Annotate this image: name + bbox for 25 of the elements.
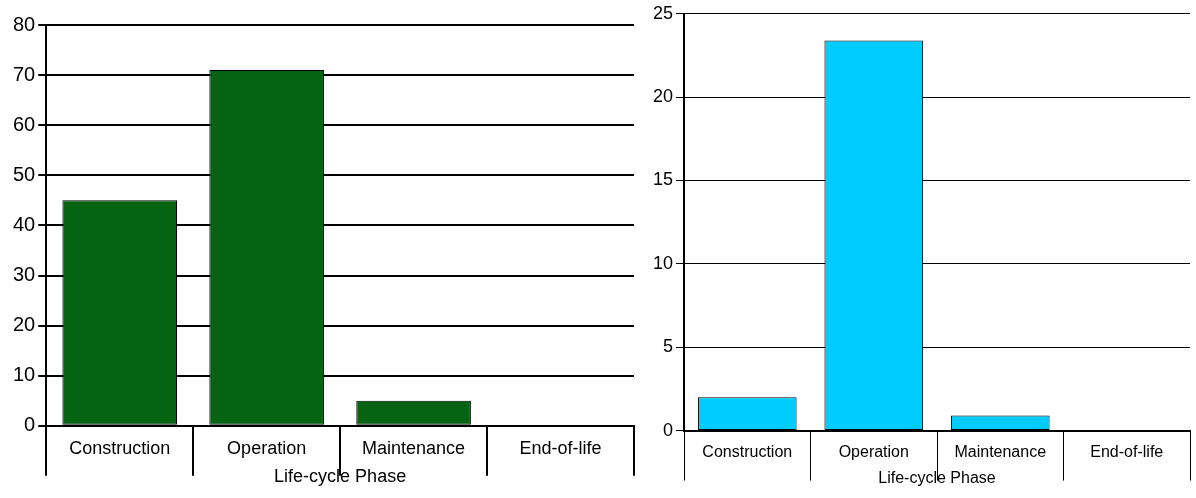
y-tick-label: 0 xyxy=(24,413,36,436)
x-tick-label: Construction xyxy=(702,442,793,460)
y-tick-label: 60 xyxy=(13,112,36,135)
y-tick-label: 50 xyxy=(13,162,36,185)
x-tick-label: Maintenance xyxy=(954,442,1047,460)
y-tick-label: 10 xyxy=(652,252,674,273)
y-tick-label: 40 xyxy=(13,212,36,235)
y-tick-label: 80 xyxy=(13,12,36,35)
x-axis-title: Life-cycle Phase xyxy=(878,468,996,486)
y-tick-label: 5 xyxy=(663,336,674,357)
y-tick-label: 20 xyxy=(652,86,674,107)
x-tick-label: End-of-life xyxy=(1090,442,1164,460)
y-tick-label: 25 xyxy=(652,2,674,23)
x-tick-label: Construction xyxy=(69,437,171,458)
y-tick-label: 30 xyxy=(13,263,36,286)
y-tick-label: 10 xyxy=(13,363,36,386)
x-tick-label: Maintenance xyxy=(362,437,466,458)
y-tick-label: 70 xyxy=(13,62,36,85)
y-tick-label: 20 xyxy=(13,313,36,336)
x-tick-label: End-of-life xyxy=(519,437,602,458)
y-tick-label: 0 xyxy=(663,419,674,440)
y-tick-label: 15 xyxy=(652,169,674,190)
x-tick-label: Operation xyxy=(227,437,307,458)
x-tick-label: Operation xyxy=(838,442,909,460)
x-axis-title: Life-cycle Phase xyxy=(274,466,407,487)
